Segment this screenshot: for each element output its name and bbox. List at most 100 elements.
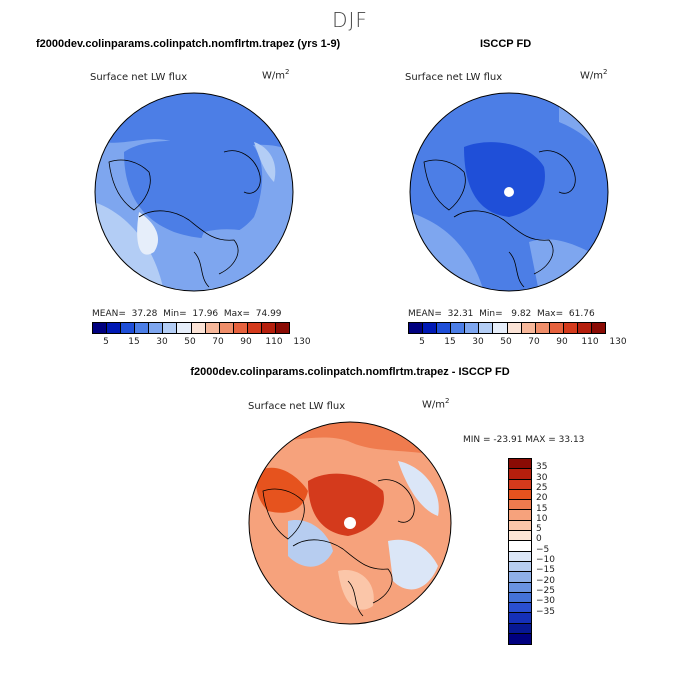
panel1-case-title: f2000dev.colinparams.colinpatch.nomflrtm… [36, 38, 341, 50]
colorbar-swatch [219, 323, 234, 333]
panel1-coast-europe [193, 251, 210, 288]
panel1-field-scandinavia [254, 142, 276, 182]
panel3-field-canada-cool [288, 520, 333, 567]
colorbar-swatch [535, 323, 550, 333]
colorbar-tick-label: 10 [536, 513, 548, 524]
panel3-minmax: MIN = -23.91 MAX = 33.13 [463, 435, 585, 445]
colorbar-tick-label: 35 [536, 462, 548, 473]
colorbar-swatch [509, 520, 531, 532]
panel2-colorbar [408, 322, 606, 334]
panel2-stats: MEAN= 32.31 Min= 9.82 Max= 61.76 [408, 309, 595, 319]
colorbar-tick-label: 110 [581, 337, 599, 347]
panel1-coast-greenland [108, 159, 151, 211]
colorbar-swatch [409, 323, 424, 333]
panel3-unit: W/m2 [422, 397, 450, 411]
page-title: DJF [332, 8, 368, 32]
panel2-field-arctic-core [464, 142, 545, 217]
colorbar-tick-label: 30 [156, 337, 168, 347]
colorbar-swatch [247, 323, 262, 333]
colorbar-tick-label: 90 [240, 337, 252, 347]
panel3-coast-siberia [292, 539, 393, 604]
panel1-colorbar [92, 322, 290, 334]
panel2-case-title: ISCCP FD [480, 38, 532, 50]
panel3-map-border [248, 421, 452, 625]
panel2-map-border [409, 92, 609, 292]
colorbar-swatch [479, 323, 494, 333]
colorbar-tick-label: −15 [536, 565, 555, 576]
panel1-field-arctic [124, 137, 263, 239]
colorbar-swatch [509, 613, 531, 624]
panel2-polar-map [409, 92, 609, 292]
panel3-field-siberia-cool [388, 539, 438, 590]
panel1-field-alaska [137, 212, 159, 255]
colorbar-tick-label: 0 [536, 534, 542, 545]
colorbar-swatch [423, 323, 438, 333]
colorbar-swatch [451, 323, 466, 333]
colorbar-tick-label: 20 [536, 493, 548, 504]
colorbar-swatch [163, 323, 178, 333]
colorbar-swatch [509, 582, 531, 593]
colorbar-swatch [521, 323, 536, 333]
colorbar-swatch [205, 323, 220, 333]
colorbar-tick-label: 110 [265, 337, 283, 347]
colorbar-swatch [509, 603, 531, 614]
colorbar-tick-label: −10 [536, 555, 555, 565]
colorbar-tick-label: 30 [472, 337, 484, 347]
colorbar-tick-label: 70 [528, 337, 540, 347]
colorbar-swatch [509, 510, 531, 521]
colorbar-tick-label: 130 [609, 337, 627, 347]
colorbar-swatch [509, 541, 531, 552]
panel3-polar-map [248, 421, 452, 625]
panel2-coast-siberia [453, 210, 554, 275]
colorbar-swatch [191, 323, 206, 333]
panel3-coast-canada [377, 479, 415, 523]
colorbar-tick-label: 25 [536, 482, 548, 493]
colorbar-swatch [509, 634, 531, 645]
colorbar-swatch [509, 459, 531, 470]
colorbar-swatch [509, 469, 531, 480]
colorbar-swatch [509, 489, 531, 501]
colorbar-swatch [233, 323, 248, 333]
panel2-coast-greenland [423, 159, 466, 211]
colorbar-tick-label: 130 [293, 337, 311, 347]
panel1-colorbar-ticks: 5 15 30 50 70 90 110 130 [92, 337, 310, 349]
colorbar-swatch [577, 323, 593, 333]
panel2-variable-label: Surface net LW flux [405, 72, 503, 83]
panel2-field-europe [529, 239, 608, 291]
colorbar-tick-label: 15 [536, 503, 548, 514]
colorbar-swatch [592, 323, 606, 333]
colorbar-swatch [509, 551, 531, 562]
colorbar-swatch [177, 323, 192, 333]
panel3-case-title: f2000dev.colinparams.colinpatch.nomflrtm… [190, 366, 510, 378]
panel1-coast-canada [223, 150, 261, 194]
panel3-variable-label: Surface net LW flux [248, 401, 346, 412]
colorbar-tick-label: 15 [444, 337, 456, 347]
panel2-unit: W/m2 [580, 68, 608, 82]
panel2-coast-europe [508, 251, 525, 288]
colorbar-swatch [121, 323, 136, 333]
panel3-colorbar-ticks: 35 30 25 20 15 10 5 0 −5 −10 −15 −20 −25 −30 −35 [536, 458, 576, 644]
colorbar-swatch [509, 500, 531, 511]
colorbar-swatch [509, 572, 531, 583]
panel3-field-atlantic-cool [398, 461, 439, 516]
colorbar-swatch [107, 323, 122, 333]
panel3-colorbar [508, 458, 532, 646]
panel2-colorbar-ticks: 5 15 30 50 70 90 110 130 [408, 337, 626, 349]
colorbar-tick-label: 5 [419, 337, 425, 347]
colorbar-swatch [549, 323, 564, 333]
panel2-coast-canada [538, 150, 576, 194]
colorbar-swatch [437, 323, 452, 333]
panel1-coast-siberia [138, 210, 239, 275]
panel3-coast-greenland [262, 488, 305, 540]
panel1-polar-map [94, 92, 294, 292]
colorbar-tick-label: −5 [536, 544, 550, 555]
colorbar-swatch [261, 323, 277, 333]
colorbar-swatch [93, 323, 108, 333]
colorbar-tick-label: 70 [212, 337, 224, 347]
colorbar-tick-label: 30 [536, 472, 548, 483]
colorbar-swatch [276, 323, 290, 333]
colorbar-tick-label: −30 [536, 596, 555, 607]
colorbar-tick-label: 5 [103, 337, 109, 347]
colorbar-swatch [509, 561, 531, 573]
colorbar-swatch [465, 323, 480, 333]
